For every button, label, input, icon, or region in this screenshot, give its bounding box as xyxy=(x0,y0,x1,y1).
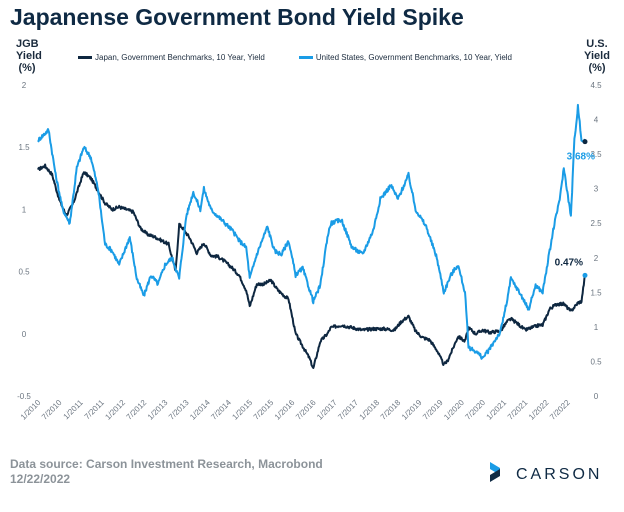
right-axis-title: U.S. Yield (%) xyxy=(582,38,612,74)
right-axis-tick-label: 1.5 xyxy=(590,288,602,297)
x-axis-tick-label: 7/2012 xyxy=(125,398,149,422)
x-axis-tick-label: 7/2014 xyxy=(209,398,233,422)
right-axis-tick-label: 4.5 xyxy=(590,81,602,90)
left-axis-tick-label: 1.5 xyxy=(18,143,30,152)
series-line-japan xyxy=(37,163,586,369)
x-axis-tick-label: 1/2016 xyxy=(273,398,297,422)
footer: Data source: Carson Investment Research,… xyxy=(10,457,323,487)
footer-date: 12/22/2022 xyxy=(10,472,71,486)
chart-legend: Japan, Government Benchmarks, 10 Year, Y… xyxy=(78,53,546,62)
legend-item-japan: Japan, Government Benchmarks, 10 Year, Y… xyxy=(78,53,265,62)
x-axis-tick-label: 7/2017 xyxy=(336,398,360,422)
x-axis-tick-label: 1/2018 xyxy=(358,398,382,422)
right-axis-title-line: Yield xyxy=(584,50,610,62)
x-axis-tick-label: 7/2011 xyxy=(83,398,107,422)
series-line-us xyxy=(37,103,586,360)
x-axis-tick-label: 1/2020 xyxy=(442,398,466,422)
left-axis-tick-label: 0 xyxy=(22,330,27,339)
x-axis-tick-label: 1/2011 xyxy=(62,398,86,422)
data-source: Data source: Carson Investment Research,… xyxy=(10,457,323,471)
x-axis-tick-label: 1/2022 xyxy=(527,398,551,422)
legend-label-japan: Japan, Government Benchmarks, 10 Year, Y… xyxy=(95,53,265,62)
left-axis-tick-label: 2 xyxy=(22,81,27,90)
right-axis-title-line: U.S. xyxy=(586,38,608,50)
carson-logo: CARSON xyxy=(490,462,602,488)
right-axis-tick-label: 2 xyxy=(594,254,599,263)
right-axis-tick-label: 2.5 xyxy=(590,219,602,228)
left-axis-title-line: (%) xyxy=(18,62,36,74)
x-axis-tick-label: 1/2010 xyxy=(19,398,43,422)
right-axis-tick-label: 1 xyxy=(594,323,599,332)
x-axis-tick-label: 7/2010 xyxy=(40,398,64,422)
x-axis-tick-label: 1/2021 xyxy=(485,398,509,422)
x-axis-tick-label: 1/2017 xyxy=(315,398,339,422)
legend-swatch-us xyxy=(298,56,313,59)
end-point-us xyxy=(582,139,588,145)
end-label-us: 3.68% xyxy=(567,152,595,163)
right-axis-tick-label: 3 xyxy=(594,185,599,194)
right-axis-tick-label: 0 xyxy=(594,392,599,401)
x-axis-tick-label: 1/2019 xyxy=(400,398,424,422)
x-axis-tick-label: 7/2018 xyxy=(379,398,403,422)
end-point-japan xyxy=(582,272,588,278)
x-axis-tick-label: 1/2012 xyxy=(103,398,127,422)
chart-title: Japanense Government Bond Yield Spike xyxy=(10,4,464,30)
left-axis-tick-label: -0.5 xyxy=(17,392,31,401)
legend-swatch-japan xyxy=(78,56,92,59)
left-axis-title-line: Yield xyxy=(16,50,42,62)
x-axis-tick-label: 1/2015 xyxy=(230,398,254,422)
x-axis-tick-label: 7/2015 xyxy=(252,398,276,422)
left-axis-tick-label: 0.5 xyxy=(18,268,30,277)
left-axis-title: JGB Yield (%) xyxy=(16,38,42,74)
x-axis-tick-label: 1/2013 xyxy=(146,398,170,422)
carson-logo-icon xyxy=(490,462,500,482)
left-axis-tick-label: 1 xyxy=(22,205,27,214)
legend-item-us: United States, Government Benchmarks, 10… xyxy=(298,53,513,62)
x-axis-tick-label: 7/2013 xyxy=(167,398,191,422)
x-axis-tick-label: 7/2019 xyxy=(421,398,445,422)
right-axis-tick-label: 0.5 xyxy=(590,357,602,366)
x-axis-tick-label: 7/2021 xyxy=(506,398,530,422)
legend-label-us: United States, Government Benchmarks, 10… xyxy=(315,53,513,62)
x-axis-tick-label: 7/2022 xyxy=(548,398,572,422)
left-axis-title-line: JGB xyxy=(16,38,39,50)
x-axis-tick-label: 7/2016 xyxy=(294,398,318,422)
x-axis-tick-label: 7/2020 xyxy=(463,398,487,422)
end-label-japan: 0.47% xyxy=(555,257,583,268)
right-axis-tick-label: 3.5 xyxy=(590,150,602,159)
right-axis-title-line: (%) xyxy=(588,62,606,74)
right-axis-tick-label: 4 xyxy=(594,116,599,125)
logo-text: CARSON xyxy=(516,466,603,483)
x-axis-tick-label: 1/2014 xyxy=(188,398,212,422)
chart-canvas: -0.500.511.5200.511.522.533.544.51/20107… xyxy=(17,81,602,422)
